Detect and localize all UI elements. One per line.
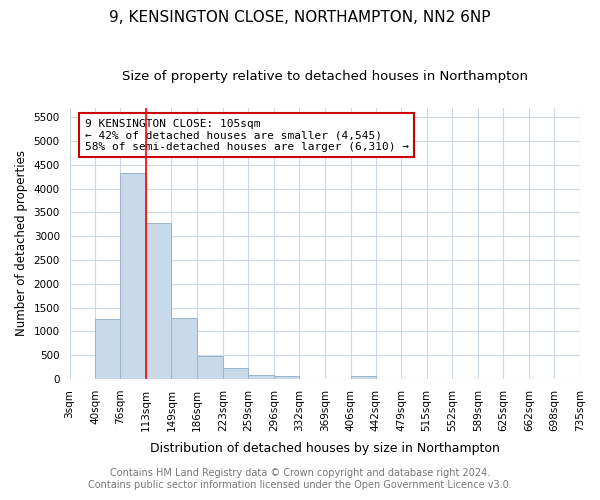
Text: 9, KENSINGTON CLOSE, NORTHAMPTON, NN2 6NP: 9, KENSINGTON CLOSE, NORTHAMPTON, NN2 6N… — [109, 10, 491, 25]
Text: Contains HM Land Registry data © Crown copyright and database right 2024.
Contai: Contains HM Land Registry data © Crown c… — [88, 468, 512, 490]
Y-axis label: Number of detached properties: Number of detached properties — [15, 150, 28, 336]
X-axis label: Distribution of detached houses by size in Northampton: Distribution of detached houses by size … — [150, 442, 500, 455]
Title: Size of property relative to detached houses in Northampton: Size of property relative to detached ho… — [122, 70, 528, 83]
Text: 9 KENSINGTON CLOSE: 105sqm
← 42% of detached houses are smaller (4,545)
58% of s: 9 KENSINGTON CLOSE: 105sqm ← 42% of deta… — [85, 118, 409, 152]
